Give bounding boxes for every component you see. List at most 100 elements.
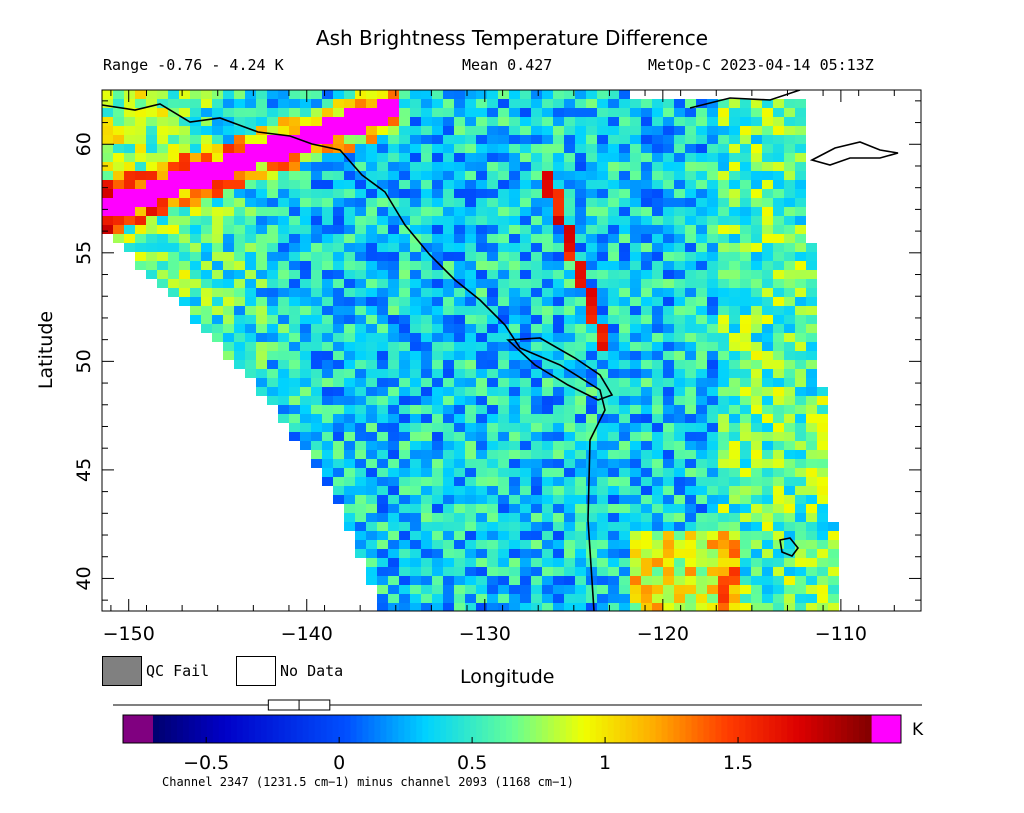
heatmap-cell [773,360,784,369]
heatmap-cell [586,441,597,450]
heatmap-cell [476,126,487,135]
heatmap-cell [773,522,784,531]
heatmap-cell [553,279,564,288]
heatmap-cell [663,540,674,549]
heatmap-cell [696,117,707,126]
heatmap-cell [498,99,509,108]
heatmap-cell [784,549,795,558]
heatmap-cell [795,432,806,441]
heatmap-cell [201,225,212,234]
heatmap-cell [641,540,652,549]
heatmap-cell [718,243,729,252]
heatmap-cell [267,99,278,108]
heatmap-cell [344,153,355,162]
heatmap-cell [157,144,168,153]
heatmap-cell [751,198,762,207]
heatmap-cell [531,414,542,423]
heatmap-cell [476,450,487,459]
heatmap-cell [410,279,421,288]
heatmap-cell [718,477,729,486]
colorbar-segment [350,715,358,743]
heatmap-cell [355,225,366,234]
heatmap-cell [179,261,190,270]
heatmap-cell [377,540,388,549]
heatmap-cell [597,162,608,171]
heatmap-cell [311,369,322,378]
heatmap-cell [619,117,630,126]
heatmap-cell [454,522,465,531]
y-tick-label: 40 [73,566,95,590]
heatmap-cell [366,522,377,531]
heatmap-cell [410,288,421,297]
heatmap-cell [685,414,696,423]
heatmap-cell [542,243,553,252]
heatmap-cell [432,288,443,297]
heatmap-cell [498,207,509,216]
heatmap-cell [674,135,685,144]
heatmap-cell [641,396,652,405]
heatmap-cell [410,513,421,522]
heatmap-cell [223,180,234,189]
heatmap-cell [674,162,685,171]
heatmap-cell [630,135,641,144]
heatmap-cell [168,180,179,189]
heatmap-cell [784,216,795,225]
heatmap-cell [289,189,300,198]
heatmap-cell [707,378,718,387]
heatmap-cell [399,216,410,225]
heatmap-cell [333,432,344,441]
heatmap-cell [366,288,377,297]
heatmap-cell [729,360,740,369]
heatmap-cell [630,549,641,558]
heatmap-cell [278,234,289,243]
heatmap-cell [674,414,685,423]
heatmap-cell [443,108,454,117]
heatmap-cell [487,99,498,108]
heatmap-cell [168,99,179,108]
heatmap-cell [729,189,740,198]
heatmap-cell [201,216,212,225]
colorbar-segment [416,715,423,743]
heatmap-cell [652,351,663,360]
heatmap-cell [685,441,696,450]
heatmap-cell [300,315,311,324]
heatmap-cell [520,504,531,513]
heatmap-cell [399,378,410,387]
heatmap-cell [619,351,630,360]
heatmap-cell [388,540,399,549]
heatmap-cell [388,459,399,468]
heatmap-cell [355,486,366,495]
heatmap-cell [751,288,762,297]
heatmap-cell [696,531,707,540]
colorbar-segment [649,715,657,743]
heatmap-cell [498,594,509,603]
heatmap-cell [784,378,795,387]
heatmap-cell [608,225,619,234]
heatmap-cell [685,531,696,540]
heatmap-cell [696,270,707,279]
heatmap-cell [201,198,212,207]
heatmap-cell [454,306,465,315]
heatmap-cell [762,180,773,189]
heatmap-cell [487,486,498,495]
heatmap-cell [432,378,443,387]
heatmap-cell [113,171,124,180]
heatmap-cell [223,252,234,261]
heatmap-cell [465,171,476,180]
heatmap-cell [817,603,828,611]
heatmap-cell [212,297,223,306]
heatmap-cell [696,351,707,360]
heatmap-cell [729,288,740,297]
heatmap-cell [740,234,751,243]
heatmap-cell [608,405,619,414]
heatmap-cell [828,558,839,567]
heatmap-cell [256,216,267,225]
heatmap-cell [168,279,179,288]
heatmap-cell [421,540,432,549]
heatmap-cell [795,225,806,234]
heatmap-cell [817,495,828,504]
heatmap-cell [102,117,113,126]
heatmap-cell [432,387,443,396]
heatmap-cell [421,99,432,108]
heatmap-cell [300,243,311,252]
